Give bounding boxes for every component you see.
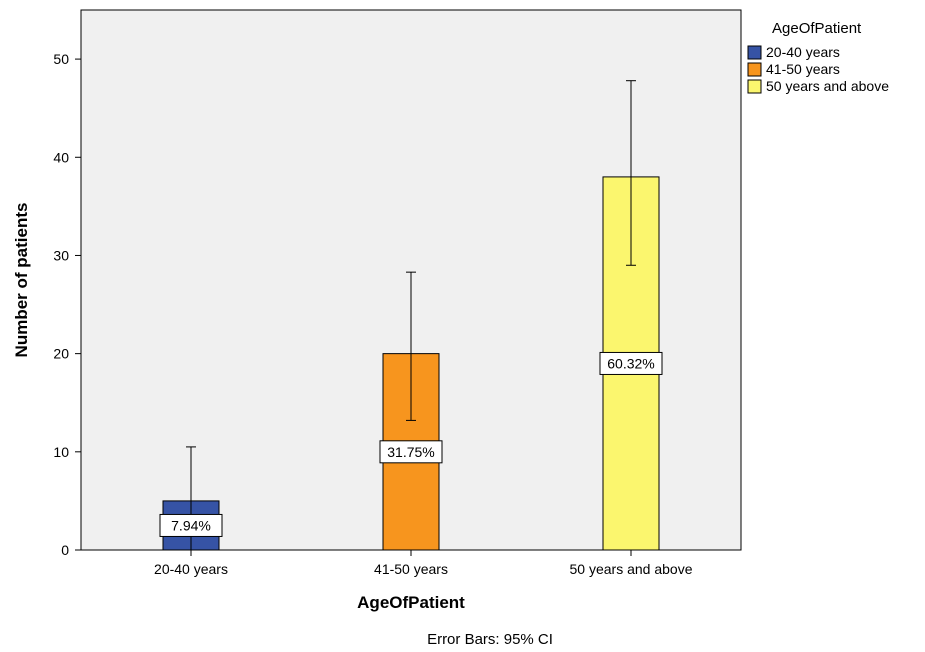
legend-label: 41-50 years (766, 61, 840, 77)
x-tick-label-20-40-years: 20-40 years (154, 561, 228, 577)
y-tick-label: 30 (53, 247, 69, 263)
y-tick-label: 0 (61, 542, 69, 558)
legend-label: 20-40 years (766, 44, 840, 60)
y-tick-label: 40 (53, 149, 69, 165)
y-tick-label: 20 (53, 346, 69, 362)
legend-swatch (747, 79, 762, 94)
x-axis-title: AgeOfPatient (357, 593, 465, 612)
legend-entry-41-50-years: 41-50 years (747, 61, 840, 77)
error-bar-41-50-years (406, 271, 416, 421)
x-axis: 20-40 years 41-50 years 50 years and above (154, 550, 693, 577)
svg-text:60.32%: 60.32% (607, 355, 654, 371)
data-labels-layer: 7.94% 31.75% 60.32% (159, 351, 663, 537)
legend-entry-20-40-years: 20-40 years (747, 44, 840, 60)
legend-swatch (747, 62, 762, 77)
svg-text:7.94%: 7.94% (171, 517, 211, 533)
legend-label: 50 years and above (766, 78, 889, 94)
x-tick-label-41-50-years: 41-50 years (374, 561, 448, 577)
error-bar-50-years-and-above (626, 80, 636, 266)
svg-text:31.75%: 31.75% (387, 444, 434, 460)
y-axis: 0 10 20 30 40 50 (53, 51, 81, 558)
data-label-20-40-years: 7.94% (159, 513, 223, 537)
y-axis-title: Number of patients (12, 203, 31, 358)
y-tick-label: 10 (53, 444, 69, 460)
footnote: Error Bars: 95% CI (427, 631, 553, 648)
legend-swatch (747, 45, 762, 60)
y-tick-label: 50 (53, 51, 69, 67)
legend-title: AgeOfPatient (772, 20, 862, 37)
x-tick-label-50-years-and-above: 50 years and above (570, 561, 693, 577)
data-label-41-50-years: 31.75% (379, 440, 443, 464)
data-label-50-years-and-above: 60.32% (599, 351, 663, 375)
legend-entry-50-years-and-above: 50 years and above (747, 78, 889, 94)
